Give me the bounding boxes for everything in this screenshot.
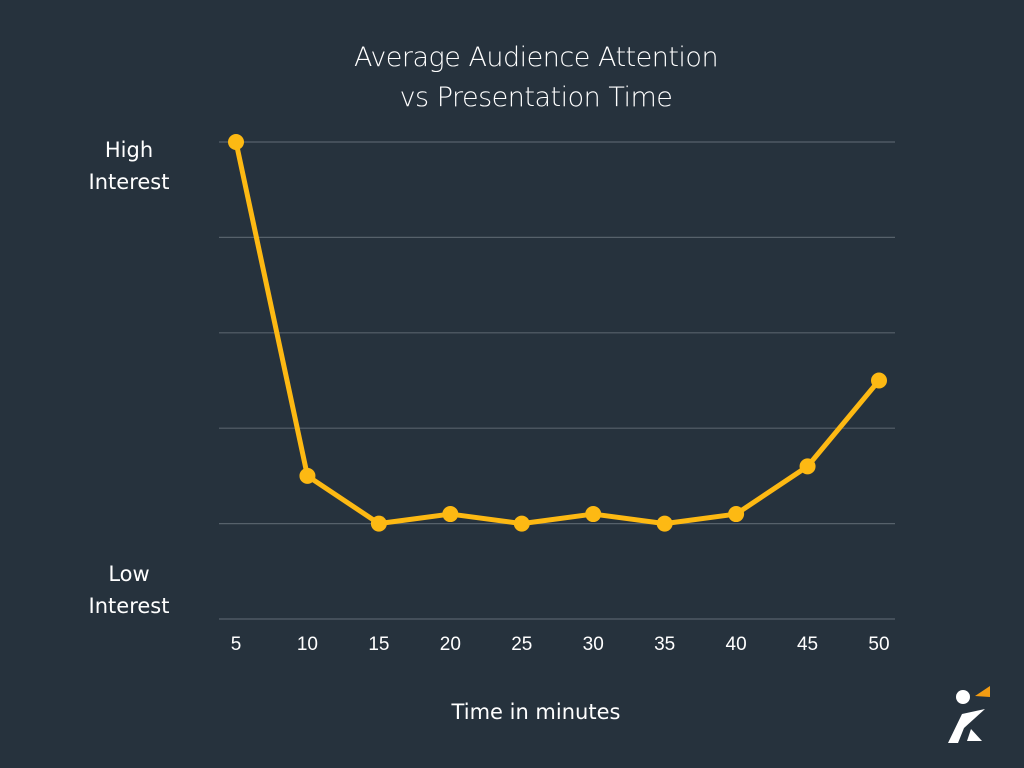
data-point [228,134,244,150]
y-label-high: High Interest [64,134,194,198]
y-label-low-line-1: Low [108,562,150,586]
series-line [233,141,881,527]
logo-icon [948,686,990,743]
x-tick-label: 30 [583,634,604,655]
x-tick-label: 10 [297,634,318,655]
data-point [299,467,316,484]
data-point [656,515,673,532]
x-tick-label: 20 [440,634,461,655]
data-point [513,515,530,532]
y-label-high-line-1: High [104,138,154,162]
chart-title-line-1: Average Audience Attention [353,42,719,73]
x-tick-label: 25 [511,634,532,655]
y-label-high-line-2: Interest [88,170,170,194]
data-point [442,506,459,523]
x-tick-label: 45 [797,634,818,655]
x-tick-label: 15 [368,634,389,655]
y-label-low-line-2: Interest [88,594,170,618]
x-tick-label: 5 [231,634,242,655]
x-tick-label: 50 [868,634,889,655]
y-label-low: Low Interest [64,558,194,622]
data-point [370,515,387,532]
data-point [585,506,602,523]
chart-title: Average Audience Attention vs Presentati… [0,38,1024,118]
chart-title-line-2: vs Presentation Time [399,82,673,113]
x-axis-label: Time in minutes [451,700,621,724]
data-point [871,372,887,389]
data-point [799,458,816,475]
x-tick-label: 40 [726,634,747,655]
x-tick-label: 35 [654,634,675,655]
data-point [728,506,745,523]
